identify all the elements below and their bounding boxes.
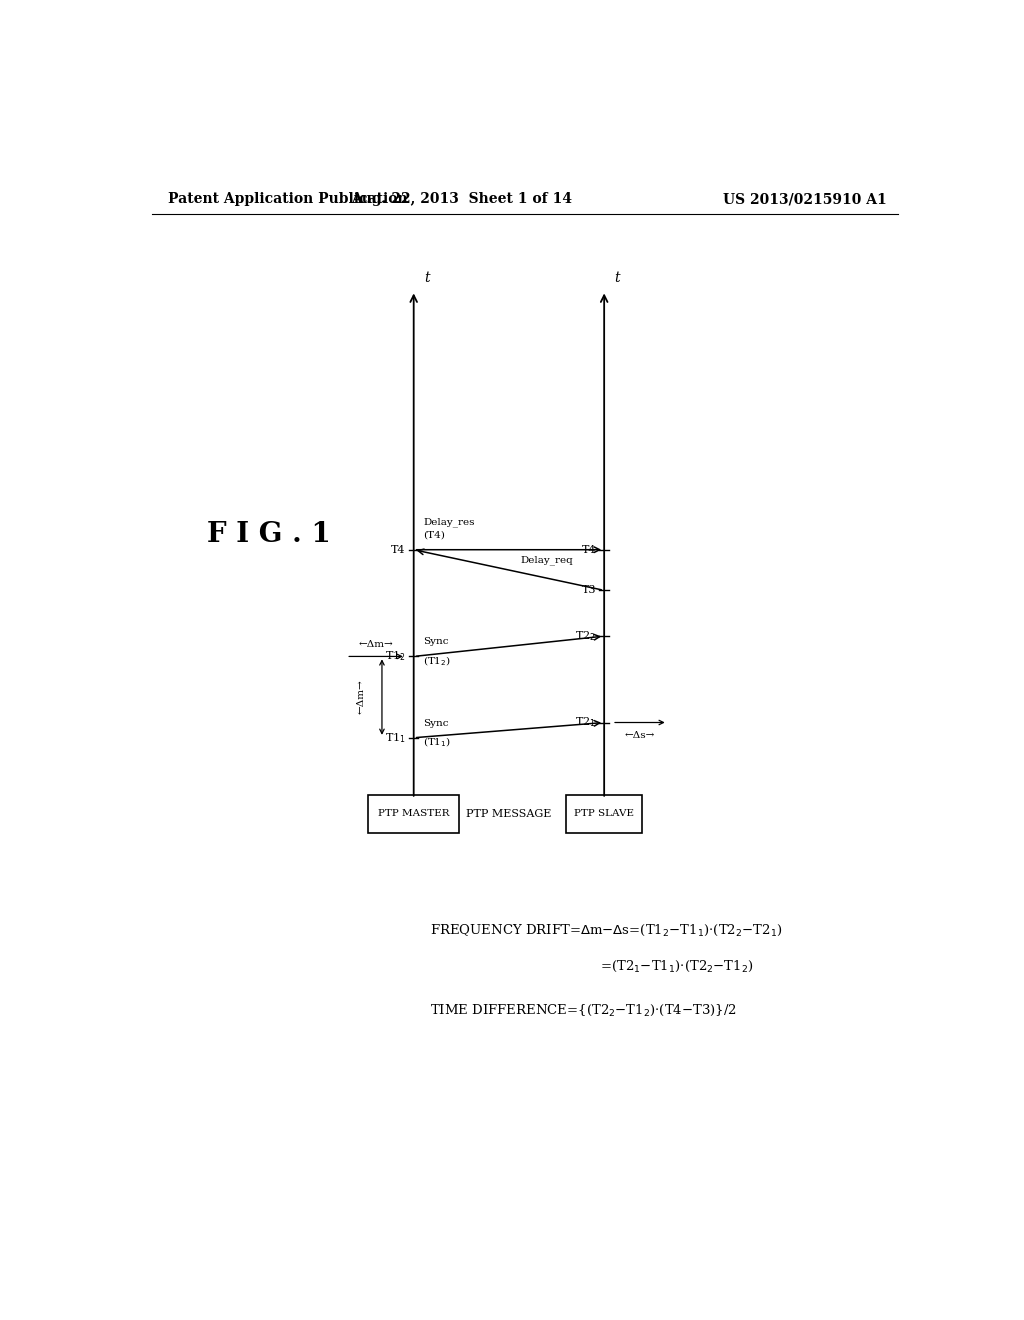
Text: Sync: Sync [423, 718, 449, 727]
Text: PTP MASTER: PTP MASTER [378, 809, 450, 818]
Text: TIME DIFFERENCE={(T2$_2$$-$T1$_2$)$\cdot$(T4$-$T3)}/2: TIME DIFFERENCE={(T2$_2$$-$T1$_2$)$\cdot… [430, 1003, 736, 1018]
Text: T2$_2$: T2$_2$ [575, 630, 596, 643]
Text: FREQUENCY DRIFT=$\Delta$m$-\Delta$s=(T1$_2$$-$T1$_1$)$\cdot$(T2$_2$$-$T2$_1$): FREQUENCY DRIFT=$\Delta$m$-\Delta$s=(T1$… [430, 923, 782, 939]
Text: (T4): (T4) [423, 531, 445, 540]
Text: F I G . 1: F I G . 1 [207, 521, 331, 548]
Text: ←Δm→: ←Δm→ [358, 640, 393, 649]
Text: Sync: Sync [423, 638, 449, 647]
Bar [566, 795, 642, 833]
Text: (T1$_2$): (T1$_2$) [423, 655, 452, 668]
Text: PTP MESSAGE: PTP MESSAGE [466, 809, 552, 818]
Text: T1$_1$: T1$_1$ [385, 731, 406, 744]
Text: Patent Application Publication: Patent Application Publication [168, 191, 408, 206]
Text: t: t [424, 272, 430, 285]
Text: T1$_2$: T1$_2$ [385, 649, 406, 664]
Text: Delay_res: Delay_res [423, 517, 475, 528]
Bar [368, 795, 460, 833]
Text: t: t [614, 272, 621, 285]
Text: (T1$_1$): (T1$_1$) [423, 735, 452, 750]
Text: Aug. 22, 2013  Sheet 1 of 14: Aug. 22, 2013 Sheet 1 of 14 [351, 191, 571, 206]
Text: PTP SLAVE: PTP SLAVE [574, 809, 634, 818]
Text: T4: T4 [391, 545, 406, 554]
Text: Delay_req: Delay_req [521, 556, 573, 565]
Text: T3: T3 [582, 585, 596, 595]
Text: ←Δm→: ←Δm→ [357, 680, 367, 714]
Text: US 2013/0215910 A1: US 2013/0215910 A1 [723, 191, 887, 206]
Text: T2$_1$: T2$_1$ [575, 715, 596, 730]
Text: T4: T4 [582, 545, 596, 554]
Text: ←Δs→: ←Δs→ [625, 731, 655, 739]
Text: =(T2$_1$$-$T1$_1$)$\cdot$(T2$_2$$-$T1$_2$): =(T2$_1$$-$T1$_1$)$\cdot$(T2$_2$$-$T1$_2… [600, 958, 754, 974]
